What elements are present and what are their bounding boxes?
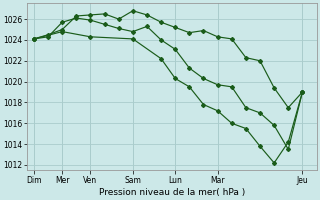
- X-axis label: Pression niveau de la mer( hPa ): Pression niveau de la mer( hPa ): [99, 188, 245, 197]
